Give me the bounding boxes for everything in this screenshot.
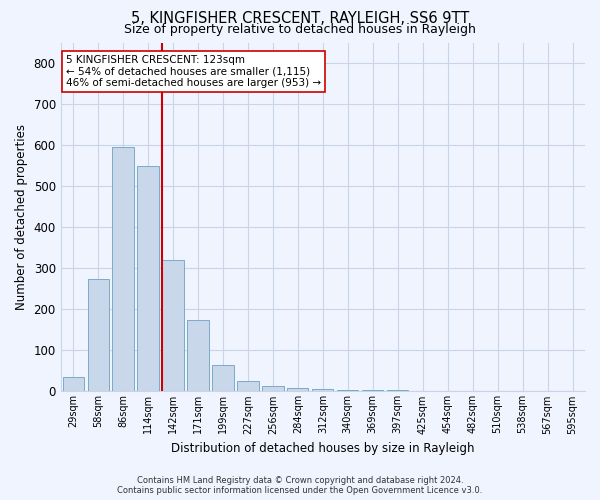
- Text: Contains HM Land Registry data © Crown copyright and database right 2024.
Contai: Contains HM Land Registry data © Crown c…: [118, 476, 482, 495]
- Bar: [387, 390, 409, 392]
- Bar: [163, 260, 184, 392]
- Bar: [112, 147, 134, 392]
- Bar: [88, 278, 109, 392]
- Bar: [212, 364, 233, 392]
- Text: 5, KINGFISHER CRESCENT, RAYLEIGH, SS6 9TT: 5, KINGFISHER CRESCENT, RAYLEIGH, SS6 9T…: [131, 11, 469, 26]
- Bar: [337, 390, 358, 392]
- Text: Size of property relative to detached houses in Rayleigh: Size of property relative to detached ho…: [124, 22, 476, 36]
- Bar: [462, 390, 483, 392]
- Bar: [362, 390, 383, 392]
- Bar: [312, 390, 334, 392]
- Bar: [62, 377, 84, 392]
- Bar: [412, 390, 433, 392]
- Bar: [437, 390, 458, 392]
- X-axis label: Distribution of detached houses by size in Rayleigh: Distribution of detached houses by size …: [171, 442, 475, 455]
- Text: 5 KINGFISHER CRESCENT: 123sqm
← 54% of detached houses are smaller (1,115)
46% o: 5 KINGFISHER CRESCENT: 123sqm ← 54% of d…: [66, 54, 321, 88]
- Bar: [238, 381, 259, 392]
- Bar: [137, 166, 158, 392]
- Bar: [262, 386, 284, 392]
- Y-axis label: Number of detached properties: Number of detached properties: [15, 124, 28, 310]
- Bar: [187, 320, 209, 392]
- Bar: [287, 388, 308, 392]
